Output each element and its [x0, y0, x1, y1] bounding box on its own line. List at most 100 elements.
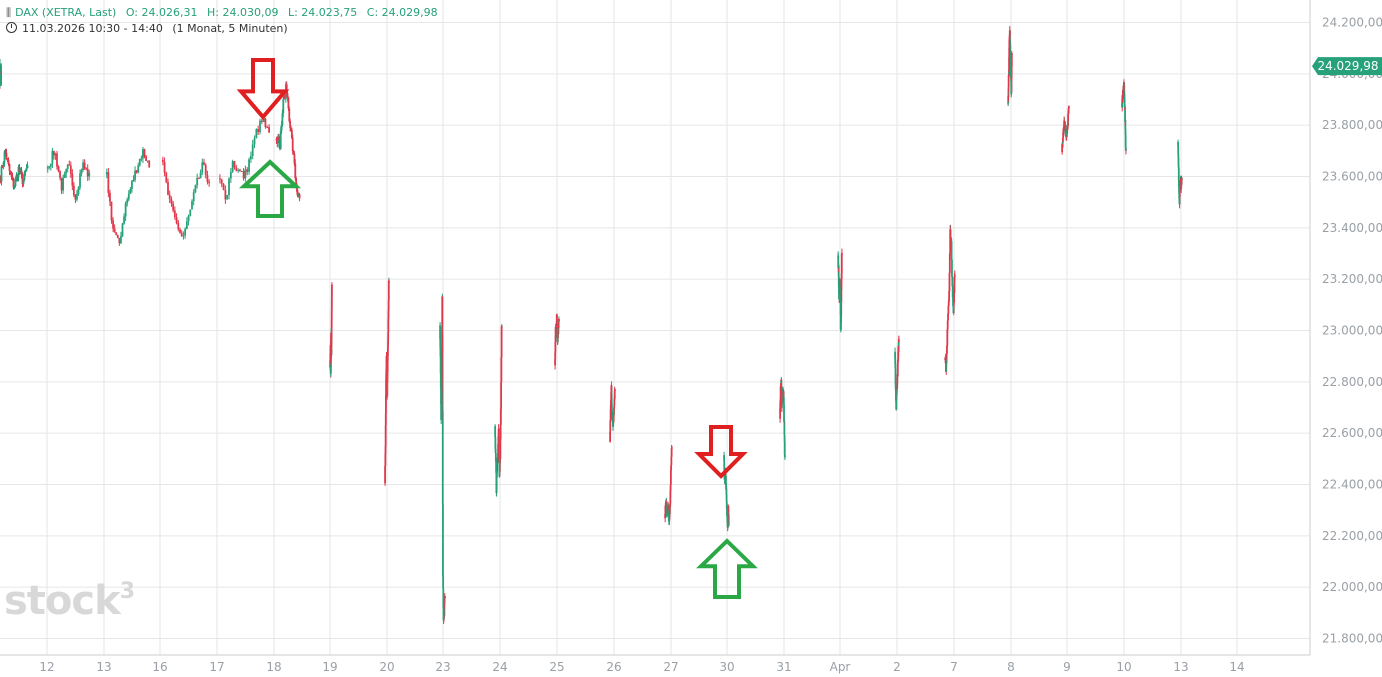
candle-body — [194, 185, 197, 193]
candle-body — [80, 170, 83, 174]
candle-body — [288, 108, 291, 122]
candle-body — [25, 168, 28, 172]
candle-body — [142, 149, 144, 159]
candle-body — [952, 306, 955, 314]
candle-body — [554, 358, 556, 366]
y-tick-label: 23.200,00 — [1322, 272, 1382, 286]
candle-body — [1007, 96, 1010, 103]
candle-body — [330, 297, 333, 310]
candle-body — [291, 137, 294, 152]
stock3-watermark: stock3 — [4, 578, 135, 624]
candle-body — [329, 365, 331, 368]
candle-body — [242, 171, 245, 179]
candle-body — [498, 458, 501, 477]
y-tick-label: 22.400,00 — [1322, 478, 1382, 492]
candle-body — [53, 150, 55, 156]
candle-body — [839, 301, 842, 315]
candle-body — [840, 279, 843, 290]
close-value: 24.029,98 — [381, 6, 438, 19]
candle-body — [275, 139, 278, 141]
candle-body — [129, 188, 132, 194]
candle-body — [46, 167, 49, 169]
candle-body — [161, 159, 164, 162]
candle-body — [76, 193, 78, 200]
candle-body — [197, 177, 200, 179]
candle-body — [951, 259, 953, 278]
candle-body — [191, 201, 193, 210]
legend-ohlc: ⫼ DAX (XETRA, Last) O: 24.026,31 H: 24.03… — [6, 5, 438, 20]
candle-body — [1061, 144, 1064, 153]
candle-body — [384, 445, 387, 454]
candle-body — [0, 71, 2, 81]
candle-body — [0, 63, 2, 71]
candle-body — [894, 384, 897, 390]
candle-body — [49, 163, 52, 167]
candle-body — [18, 166, 21, 172]
candle-body — [224, 189, 227, 200]
candle-body — [838, 294, 840, 299]
candle-body — [384, 453, 387, 466]
candle-body — [293, 153, 296, 164]
candle-body — [109, 192, 111, 202]
low-value: 24.023,75 — [301, 6, 358, 19]
candle-body — [1009, 57, 1012, 64]
candle-body — [1007, 87, 1010, 97]
candle-body — [839, 314, 842, 330]
candle-body — [54, 153, 57, 156]
candle-body — [290, 129, 293, 138]
candle-body — [1064, 128, 1067, 137]
x-tick-label: 8 — [1007, 660, 1015, 674]
candle-body — [1067, 106, 1070, 109]
candle-body — [897, 339, 900, 344]
x-tick-label: 23 — [435, 660, 450, 674]
candle-body — [330, 309, 333, 319]
candle-body — [48, 166, 51, 168]
candle-body — [950, 241, 953, 260]
candle-body — [495, 472, 498, 493]
candle-body — [896, 387, 898, 390]
candle-body — [329, 345, 332, 353]
candle-body — [239, 169, 241, 172]
x-tick-label: 13 — [1173, 660, 1188, 674]
candle-body — [295, 177, 298, 186]
candle-body — [946, 345, 948, 355]
candle-body — [554, 335, 557, 343]
y-tick-label: 22.200,00 — [1322, 529, 1382, 543]
y-tick-label: 23.400,00 — [1322, 221, 1382, 235]
candle-body — [16, 174, 19, 178]
candle-body — [442, 576, 445, 589]
candle-body — [244, 169, 247, 179]
candle-body — [1121, 103, 1123, 108]
candle-body — [895, 391, 897, 401]
x-tick-label: 14 — [1229, 660, 1244, 674]
candle-body — [0, 66, 2, 75]
candle-body — [279, 130, 282, 149]
candle-body — [554, 352, 557, 359]
candle-body — [840, 289, 843, 303]
candle-body — [165, 172, 168, 183]
candle-body — [208, 181, 211, 184]
candle-body — [86, 168, 89, 177]
candle-body — [11, 176, 14, 179]
candle-body — [555, 314, 558, 322]
candle-body — [3, 151, 6, 163]
candle-body — [60, 177, 63, 191]
candle-body — [1124, 135, 1127, 147]
candle-body — [66, 164, 69, 170]
candle-body — [948, 253, 951, 273]
open-label: O: — [125, 6, 138, 19]
candle-body — [281, 113, 284, 125]
y-tick-label: 23.600,00 — [1322, 170, 1382, 184]
candle-body — [204, 164, 207, 176]
candle-body — [26, 165, 29, 169]
candle-body — [240, 171, 243, 173]
y-tick-label: 22.000,00 — [1322, 580, 1382, 594]
candle-body — [896, 362, 899, 377]
candle-body — [173, 210, 176, 218]
y-tick-label: 23.800,00 — [1322, 118, 1382, 132]
candle-body — [894, 368, 897, 385]
candle-body — [726, 516, 729, 523]
candle-body — [780, 394, 783, 408]
candle-body — [667, 517, 670, 522]
candle-body — [610, 385, 613, 393]
